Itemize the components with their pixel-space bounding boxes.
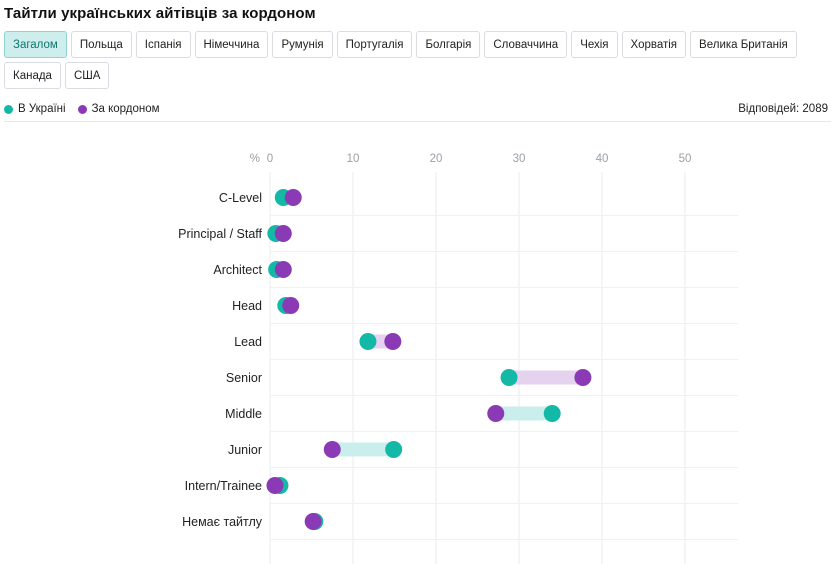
dot-abroad [304,513,322,530]
legend-label-ukraine: В Україні [18,103,66,115]
tab-12[interactable]: США [64,62,110,89]
country-tabs: Загалом Польща Іспанія Німеччина Румунія Порт… [4,31,830,89]
tab-11[interactable]: Канада [4,62,61,89]
category-label: Senior [226,371,262,385]
dot-abroad [487,405,505,422]
connector-band [509,370,583,385]
dot-ukraine [543,405,561,422]
x-tick-label: 0 [267,153,273,165]
legend-item-abroad: За кордоном [77,103,160,115]
tab-7[interactable]: Словаччина [484,31,568,58]
category-label: Principal / Staff [178,227,262,241]
dot-abroad [282,297,300,314]
category-label: C-Level [219,191,262,205]
tab-0[interactable]: Загалом [4,31,67,58]
x-tick-label: 30 [513,153,526,165]
dot-abroad [284,189,302,206]
legend-label-abroad: За кордоном [91,103,160,115]
connector-band [495,406,553,421]
dot-abroad [384,333,402,350]
x-tick-label: 40 [596,153,609,165]
connector-band [332,442,394,457]
category-label: Head [232,299,262,313]
category-label: Lead [234,335,262,349]
tab-5[interactable]: Португалія [336,31,413,58]
dot-abroad [274,261,292,278]
chart-legend: В Україні За кордоном [4,103,172,115]
tab-3[interactable]: Німеччина [194,31,269,58]
legend-dot-abroad [77,104,87,114]
x-tick-label: 50 [679,153,692,165]
x-unit-label: % [250,153,260,165]
category-label: Intern/Trainee [185,479,262,493]
category-label: Architect [213,263,262,277]
legend-divider [4,121,831,122]
x-tick-label: 10 [347,153,360,165]
tab-6[interactable]: Болгарія [416,31,481,58]
tab-2[interactable]: Іспанія [135,31,191,58]
category-label: Middle [225,407,262,421]
dot-abroad [574,369,592,386]
page-title: Тайтли українських айтівців за кордоном [4,5,316,22]
dot-abroad [323,441,341,458]
tab-1[interactable]: Польща [70,31,132,58]
responses-count: Відповідей: 2089 [738,103,828,115]
legend-item-ukraine: В Україні [4,103,66,115]
tab-8[interactable]: Чехія [571,31,618,58]
dot-abroad [274,225,292,242]
dot-ukraine [385,441,403,458]
tab-10[interactable]: Велика Британія [690,31,797,58]
tab-9[interactable]: Хорватія [621,31,687,58]
dot-abroad [266,477,284,494]
legend-dot-ukraine [4,104,13,114]
dot-ukraine [359,333,377,350]
dumbbell-chart: 0 10 20 30 40 50% C-Level Principal / Staff Arch… [178,153,738,564]
x-tick-label: 20 [430,153,443,165]
tab-4[interactable]: Румунія [272,31,333,58]
dot-ukraine [500,369,518,386]
category-label: Junior [228,443,262,457]
category-label: Немає тайтлу [182,515,263,529]
